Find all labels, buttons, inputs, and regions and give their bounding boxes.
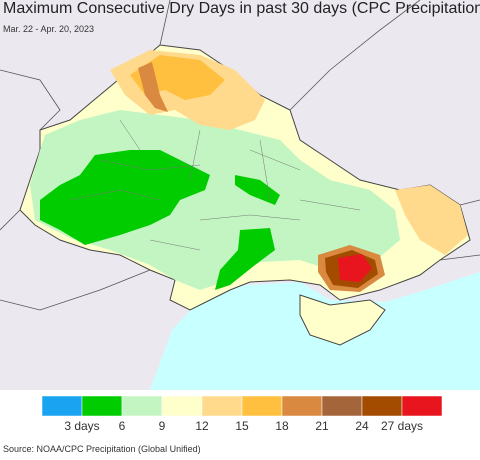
legend-swatch	[401, 395, 443, 417]
legend-label: 3 days	[64, 419, 99, 433]
legend-label: 18	[275, 419, 289, 433]
legend-label: 15	[235, 419, 249, 433]
legend-label: 6	[119, 419, 126, 433]
title: Maximum Consecutive Dry Days in past 30 …	[3, 0, 480, 17]
legend-swatch	[161, 395, 203, 417]
legend-label: 21	[315, 419, 329, 433]
legend-swatch	[281, 395, 323, 417]
legend-swatch	[81, 395, 123, 417]
legend-swatch	[121, 395, 163, 417]
legend-label: 12	[195, 419, 209, 433]
source: Source: NOAA/CPC Precipitation (Global U…	[3, 444, 201, 454]
legend-swatch	[361, 395, 403, 417]
legend-swatch	[41, 395, 83, 417]
legend-swatch	[321, 395, 363, 417]
legend-label: 27 days	[381, 419, 423, 433]
legend: 3 days 6 9 12 15 18 21 24 27 days	[41, 395, 443, 433]
subtitle: Mar. 22 - Apr. 20, 2023	[3, 24, 94, 34]
legend-label: 24	[355, 419, 369, 433]
map	[0, 0, 480, 390]
legend-swatch	[201, 395, 243, 417]
legend-swatch	[241, 395, 283, 417]
legend-label: 9	[159, 419, 166, 433]
